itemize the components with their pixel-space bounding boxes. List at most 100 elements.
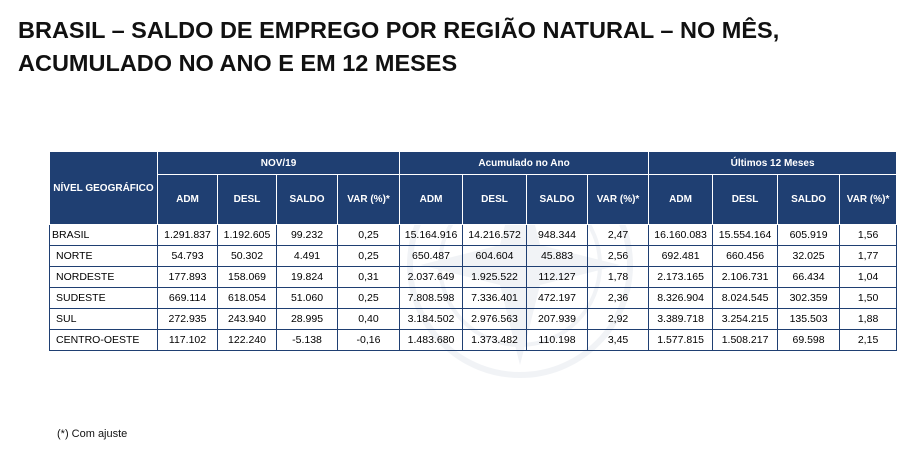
table-cell: 692.481 [648,245,714,267]
table-cell: 16.160.083 [648,224,714,246]
col-header-desl: DESL [712,174,779,225]
region-name: SUL [49,308,158,330]
table-cell: 7.808.598 [399,287,464,309]
table-cell: 3.389.718 [648,308,714,330]
table-cell: 669.114 [157,287,218,309]
region-name: NORTE [49,245,158,267]
col-header-saldo: SALDO [526,174,589,225]
table-cell: 207.939 [526,308,589,330]
col-header-adm: ADM [399,174,464,225]
col-header-desl: DESL [217,174,277,225]
table-cell: 69.598 [777,329,841,351]
table-cell: 604.604 [462,245,528,267]
table-cell: 2.106.731 [712,266,779,288]
table-cell: 243.940 [217,308,277,330]
region-name: CENTRO-OESTE [49,329,158,351]
table-cell: 1,04 [839,266,898,288]
table-cell: 2,47 [587,224,650,246]
table-cell: 0,25 [336,224,401,246]
table-cell: 1,88 [839,308,898,330]
table-cell: 112.127 [526,266,589,288]
geo-level-header: NÍVEL GEOGRÁFICO [49,151,158,225]
table-cell: 272.935 [157,308,218,330]
table-cell: 99.232 [276,224,338,246]
footnote: (*) Com ajuste [57,428,128,440]
table-row: SUL 272.935 243.940 28.995 0,40 3.184.502 2.97… [49,308,898,330]
col-header-var: VAR (%)* [336,174,401,225]
table-cell: 19.824 [276,266,338,288]
table-cell: 1.373.482 [462,329,528,351]
table-cell: 1,77 [839,245,898,267]
table-cell: 50.302 [217,245,277,267]
region-name: SUDESTE [49,287,158,309]
table-cell: 110.198 [526,329,589,351]
table-cell: 177.893 [157,266,218,288]
table-row: SUDESTE 669.114 618.054 51.060 0,25 7.808.598… [49,287,898,309]
table-cell: 1.483.680 [399,329,464,351]
table-cell: 1.577.815 [648,329,714,351]
table-cell: 122.240 [217,329,277,351]
table-cell: 2,15 [839,329,898,351]
table-cell: 3,45 [587,329,650,351]
col-header-var: VAR (%)* [587,174,650,225]
table-cell: 650.487 [399,245,464,267]
table-cell: 66.434 [777,266,841,288]
table-cell: 2.173.165 [648,266,714,288]
table-cell: -0,16 [336,329,401,351]
col-header-saldo: SALDO [276,174,338,225]
region-name: NORDESTE [49,266,158,288]
table-cell: 472.197 [526,287,589,309]
table-cell: 1.508.217 [712,329,779,351]
table-cell: 2,56 [587,245,650,267]
table-cell: 605.919 [777,224,841,246]
col-header-desl: DESL [462,174,528,225]
table-cell: 7.336.401 [462,287,528,309]
table-cell: 2.037.649 [399,266,464,288]
table-row: CENTRO-OESTE 117.102 122.240 -5.138 -0,16 1.4… [49,329,898,351]
group-header-12m: Últimos 12 Meses [648,151,898,175]
table-cell: 1.192.605 [217,224,277,246]
page-title: BRASIL – SALDO DE EMPREGO POR REGIÃO NAT… [18,14,898,80]
title-line-1: BRASIL – SALDO DE EMPREGO POR REGIÃO NAT… [18,17,780,43]
table-cell: 0,25 [336,245,401,267]
group-header-ytd: Acumulado no Ano [399,151,650,175]
table-cell: 15.164.916 [399,224,464,246]
table-cell: 14.216.572 [462,224,528,246]
table-cell: 1.291.837 [157,224,218,246]
col-header-adm: ADM [648,174,714,225]
table-cell: 1,56 [839,224,898,246]
col-header-saldo: SALDO [777,174,841,225]
table-cell: 15.554.164 [712,224,779,246]
table-cell: 2.976.563 [462,308,528,330]
table-cell: 1.925.522 [462,266,528,288]
table-cell: -5.138 [276,329,338,351]
table-cell: 51.060 [276,287,338,309]
table-cell: 54.793 [157,245,218,267]
table-cell: 32.025 [777,245,841,267]
title-line-2: ACUMULADO NO ANO E EM 12 MESES [18,50,458,76]
table-cell: 3.184.502 [399,308,464,330]
table-cell: 2,36 [587,287,650,309]
table-cell: 618.054 [217,287,277,309]
col-header-adm: ADM [157,174,218,225]
table-cell: 0,40 [336,308,401,330]
table-cell: 1,78 [587,266,650,288]
group-header-month: NOV/19 [156,151,401,175]
table-cell: 948.344 [526,224,589,246]
table-cell: 8.326.904 [648,287,714,309]
employment-table: NÍVEL GEOGRÁFICO NOV/19 Acumulado no Ano… [49,151,898,351]
table-body: BRASIL 1.291.837 1.192.605 99.232 0,25 15.164… [49,224,898,351]
table-cell: 0,31 [336,266,401,288]
table-cell: 1,50 [839,287,898,309]
table-row: NORDESTE 177.893 158.069 19.824 0,31 2.037.64… [49,266,898,288]
table-cell: 8.024.545 [712,287,779,309]
table-cell: 302.359 [777,287,841,309]
table-cell: 0,25 [336,287,401,309]
table-cell: 135.503 [777,308,841,330]
table-row: BRASIL 1.291.837 1.192.605 99.232 0,25 15.164… [49,224,898,246]
table-cell: 660.456 [712,245,779,267]
table-cell: 2,92 [587,308,650,330]
table-cell: 3.254.215 [712,308,779,330]
table-cell: 117.102 [157,329,218,351]
region-name: BRASIL [49,224,158,246]
